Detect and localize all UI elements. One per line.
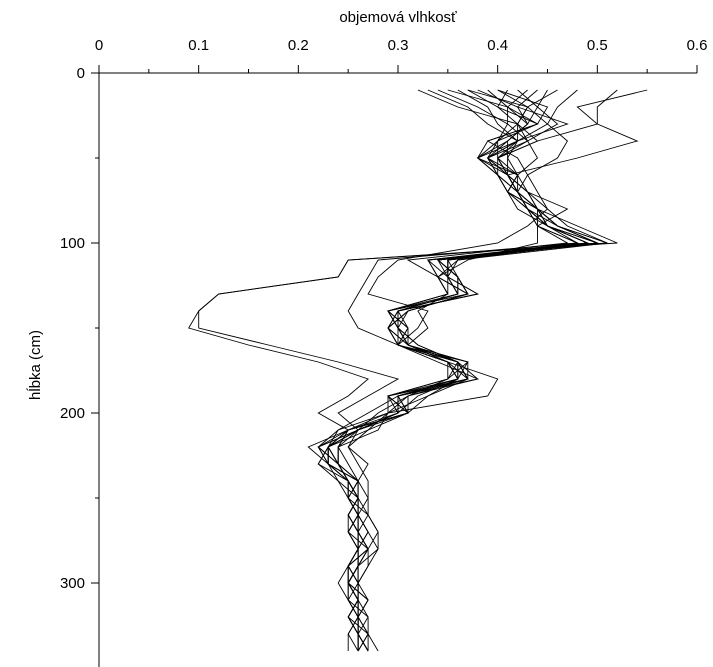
x-tick-label: 0.1	[188, 37, 209, 54]
y-tick-label: 0	[77, 65, 85, 82]
series-line-17	[337, 89, 580, 652]
y-tick-label: 300	[60, 575, 85, 592]
series-line-15	[327, 89, 608, 652]
y-axis: 0 100 200 300	[60, 65, 100, 667]
series-group	[188, 89, 648, 652]
x-tick-label: 0.4	[487, 37, 508, 54]
y-tick-label: 100	[60, 235, 85, 252]
series-line-1	[188, 89, 648, 651]
x-tick-label: 0.6	[687, 37, 708, 54]
x-axis-title: objemová vlhkosť	[339, 9, 457, 26]
y-tick-label: 200	[60, 405, 85, 422]
series-line-4	[337, 89, 579, 652]
x-tick-label: 0.2	[288, 37, 309, 54]
x-axis: 0 0.1 0.2 0.3 0.4 0.5 0.6	[95, 37, 708, 74]
series-line-20	[347, 89, 549, 651]
x-tick-label: 0.5	[587, 37, 608, 54]
x-tick-label: 0.3	[388, 37, 409, 54]
series-line-5	[317, 89, 569, 651]
y-axis-title: hĺbka (cm)	[26, 330, 44, 400]
x-tick-label: 0	[95, 37, 103, 54]
series-line-2	[198, 89, 639, 652]
